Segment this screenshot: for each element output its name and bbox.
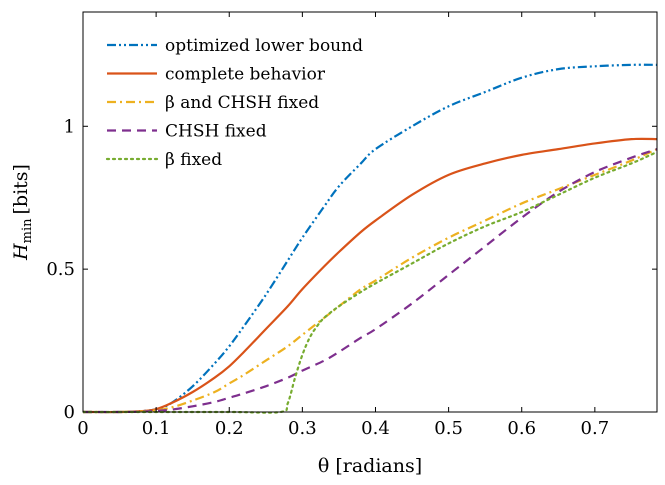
y-axis-label: Hmin [bits]	[10, 164, 35, 261]
legend-item-4: CHSH fixed	[107, 122, 267, 142]
x-tick-label: 0.4	[361, 418, 390, 439]
legend-label: optimized lower bound	[165, 36, 363, 56]
legend-label: β and CHSH fixed	[165, 93, 319, 113]
y-axis-label-sub: min	[20, 218, 35, 243]
legend-label: complete behavior	[165, 65, 326, 85]
y-tick-label: 0	[64, 402, 75, 423]
legend: optimized lower bound complete behavior β …	[105, 36, 363, 170]
x-tick-label: 0.1	[142, 418, 171, 439]
legend-label: β fixed	[165, 150, 222, 170]
legend-item-5: β fixed	[105, 150, 222, 170]
x-tick-label: 0.3	[288, 418, 317, 439]
plot-frame	[82, 11, 658, 413]
x-axis-label: θ [radians]	[318, 455, 422, 477]
legend-item-2: complete behavior	[107, 65, 326, 85]
series-line-1	[83, 63, 657, 414]
y-axis-label-unit: [bits]	[10, 164, 32, 214]
x-tick-label: 0.6	[507, 418, 536, 439]
series-layer	[83, 63, 657, 414]
series-line-3	[83, 148, 657, 414]
x-tick-label: 0	[77, 418, 88, 439]
series-line-5	[83, 150, 657, 414]
y-axis-label-main: H	[10, 243, 32, 261]
y-tick-label: 0.5	[46, 259, 75, 280]
y-tick-label: 1	[64, 116, 75, 137]
x-tick-label: 0.7	[581, 418, 610, 439]
series-line-4	[83, 148, 657, 414]
x-tick-label: 0.5	[434, 418, 463, 439]
x-tick-label: 0.2	[215, 418, 244, 439]
series-line-2	[83, 137, 657, 414]
legend-label: CHSH fixed	[165, 122, 267, 142]
legend-item-1: optimized lower bound	[107, 36, 363, 56]
ticks-layer: 0 0.1 0.2 0.3 0.4 0.5 0.6 0.7 0 0.5 1	[46, 12, 657, 439]
legend-item-3: β and CHSH fixed	[107, 93, 319, 113]
